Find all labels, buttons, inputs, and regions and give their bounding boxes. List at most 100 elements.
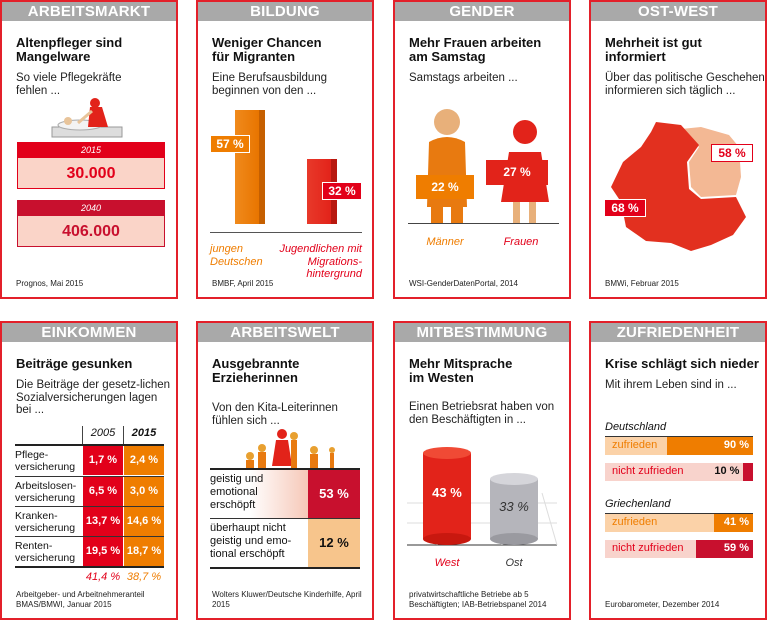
source: BMBF, April 2015 [212, 279, 274, 288]
card-subtitle: Die Beiträge der gesetz-lichen Sozialver… [16, 379, 171, 416]
table-row: Pflege-versicherung 1,7 % 2,4 % [15, 446, 164, 476]
divider [210, 567, 360, 569]
divider [15, 444, 164, 446]
value-label: 32 % [322, 182, 362, 200]
card-subtitle: Von den Kita-Leiterinnen fühlen sich ... [212, 402, 338, 427]
bar-nicht-zufrieden: nicht zufrieden 59 % [605, 540, 753, 558]
value-label: 57 % [210, 135, 250, 153]
bar-label: Jugendlichen mit Migrations-hintergrund [279, 243, 362, 280]
value-cell: 12 % [308, 519, 360, 567]
value-label: 27 % [486, 160, 548, 185]
divider [15, 566, 164, 568]
card-title: Beiträge gesunken [16, 356, 133, 371]
cell-2005: 6,5 % [83, 477, 123, 506]
card-subtitle: Einen Betriebsrat haben von den Beschäft… [409, 401, 555, 426]
year-label: 2040 [18, 201, 164, 216]
table-row: Renten-versicherung 19,5 % 18,7 % [15, 536, 164, 566]
card-header: ARBEITSWELT [198, 323, 372, 342]
card-zufriedenheit: ZUFRIEDENHEIT Krise schlägt sich nieder … [589, 321, 767, 620]
group-label: Männer [426, 236, 464, 248]
bar-zufrieden: zufrieden 90 % [605, 437, 753, 455]
value-box-2015: 2015 30.000 [17, 142, 165, 189]
row-label: geistig und emotional erschöpft [210, 473, 264, 511]
value-label: 33 % [499, 499, 529, 514]
baseline [408, 223, 559, 224]
divider [210, 518, 360, 519]
bar-value: 59 % [723, 542, 749, 554]
bar-value: 90 % [723, 439, 749, 451]
row-exhausted: geistig und emotional erschöpft [210, 470, 308, 518]
card-title: Weniger Chancen für Migranten [212, 35, 322, 64]
bar-fill [666, 437, 753, 455]
bar-value: 41 % [723, 516, 749, 528]
value: 406.000 [62, 223, 120, 240]
caregiver-illustration [51, 98, 123, 138]
cell-2015: 18,7 % [124, 537, 164, 566]
column-header: 2005 [90, 427, 116, 439]
source: Eurobarometer, Dezember 2014 [605, 600, 720, 609]
card-header: GENDER [395, 2, 569, 21]
row-label: Renten-versicherung [15, 540, 76, 564]
cell-2005: 1,7 % [83, 446, 123, 475]
source: Wolters Kluwer/Deutsche Kinderhilfe, Apr… [212, 590, 362, 609]
total-2015: 38,7 % [126, 571, 162, 583]
kita-figures-illustration [246, 429, 335, 468]
row-label: Pflege-versicherung [15, 449, 76, 473]
card-header: BILDUNG [198, 2, 372, 21]
cell-2015: 3,0 % [124, 477, 164, 506]
cell-2005: 13,7 % [83, 507, 123, 536]
card-arbeitsmarkt: ARBEITSMARKT Altenpfleger sind Mangelwar… [0, 0, 178, 299]
value-cell: 53 % [308, 470, 360, 518]
bar-fill [713, 514, 753, 532]
source: Prognos, Mai 2015 [16, 279, 84, 288]
bar-jungen-deutschen [235, 110, 265, 224]
bar-fill [743, 463, 753, 481]
source: BMWi, Februar 2015 [605, 279, 679, 288]
value-label-east: 58 % [711, 144, 753, 162]
bar-ost [490, 479, 538, 539]
card-title: Mehr Frauen arbeiten am Samstag [409, 35, 542, 64]
divider [210, 468, 360, 470]
value-label: 43 % [432, 485, 462, 500]
table-row: Arbeitslosen-versicherung 6,5 % 3,0 % [15, 476, 164, 506]
card-header: ZUFRIEDENHEIT [591, 323, 765, 342]
card-einkommen: EINKOMMEN Beiträge gesunken Die Beiträge… [0, 321, 178, 620]
bar-fill [696, 540, 753, 558]
divider [123, 426, 124, 444]
source: privatwirtschaftliche Betriebe ab 5 Besc… [409, 590, 547, 609]
total-2005: 41,4 % [85, 571, 121, 583]
bar-zufrieden: zufrieden 41 % [605, 514, 753, 532]
column-header: 2015 [131, 427, 157, 439]
value-label-west: 68 % [604, 199, 646, 217]
cell-2015: 2,4 % [124, 446, 164, 475]
card-subtitle: Eine Berufsausbildung beginnen von den .… [212, 72, 328, 97]
card-ost-west: OST-WEST Mehrheit ist gut informiert Übe… [589, 0, 767, 299]
card-gender: GENDER Mehr Frauen arbeiten am Samstag S… [393, 0, 571, 299]
card-title: Ausgebrannte Erzieherinnen [212, 356, 300, 385]
card-subtitle: Mit ihrem Leben sind in ... [605, 379, 737, 391]
bar-label: zufrieden [612, 516, 658, 528]
cell-2005: 19,5 % [83, 537, 123, 566]
bar-nicht-zufrieden: nicht zufrieden 10 % [605, 463, 753, 481]
card-mitbestimmung: MITBESTIMMUNG Mehr Mitsprache im Westen … [393, 321, 571, 620]
card-header: OST-WEST [591, 2, 765, 21]
card-subtitle: Samstags arbeiten ... [409, 72, 518, 84]
year-label: 2015 [18, 143, 164, 158]
country-label: Deutschland [605, 421, 667, 433]
cylinder-chart [407, 447, 558, 546]
cell-2015: 14,6 % [124, 507, 164, 536]
bar-label: nicht zufrieden [612, 465, 684, 477]
divider [82, 426, 83, 444]
table-row: Kranken-versicherung 13,7 % 14,6 % [15, 506, 164, 536]
card-header: MITBESTIMMUNG [395, 323, 569, 342]
bar-label: zufrieden [612, 439, 658, 451]
divider [605, 513, 753, 514]
divider [605, 436, 753, 437]
country-label: Griechenland [605, 498, 671, 510]
bar-label: jungen Deutschen [210, 243, 263, 268]
bar-value: 10 % [714, 465, 740, 477]
value-box-2040: 2040 406.000 [17, 200, 165, 247]
bar-label: nicht zufrieden [612, 542, 684, 554]
baseline [210, 232, 362, 233]
source: Arbeitgeber- und Arbeitnehmeranteil BMAS… [16, 590, 145, 609]
